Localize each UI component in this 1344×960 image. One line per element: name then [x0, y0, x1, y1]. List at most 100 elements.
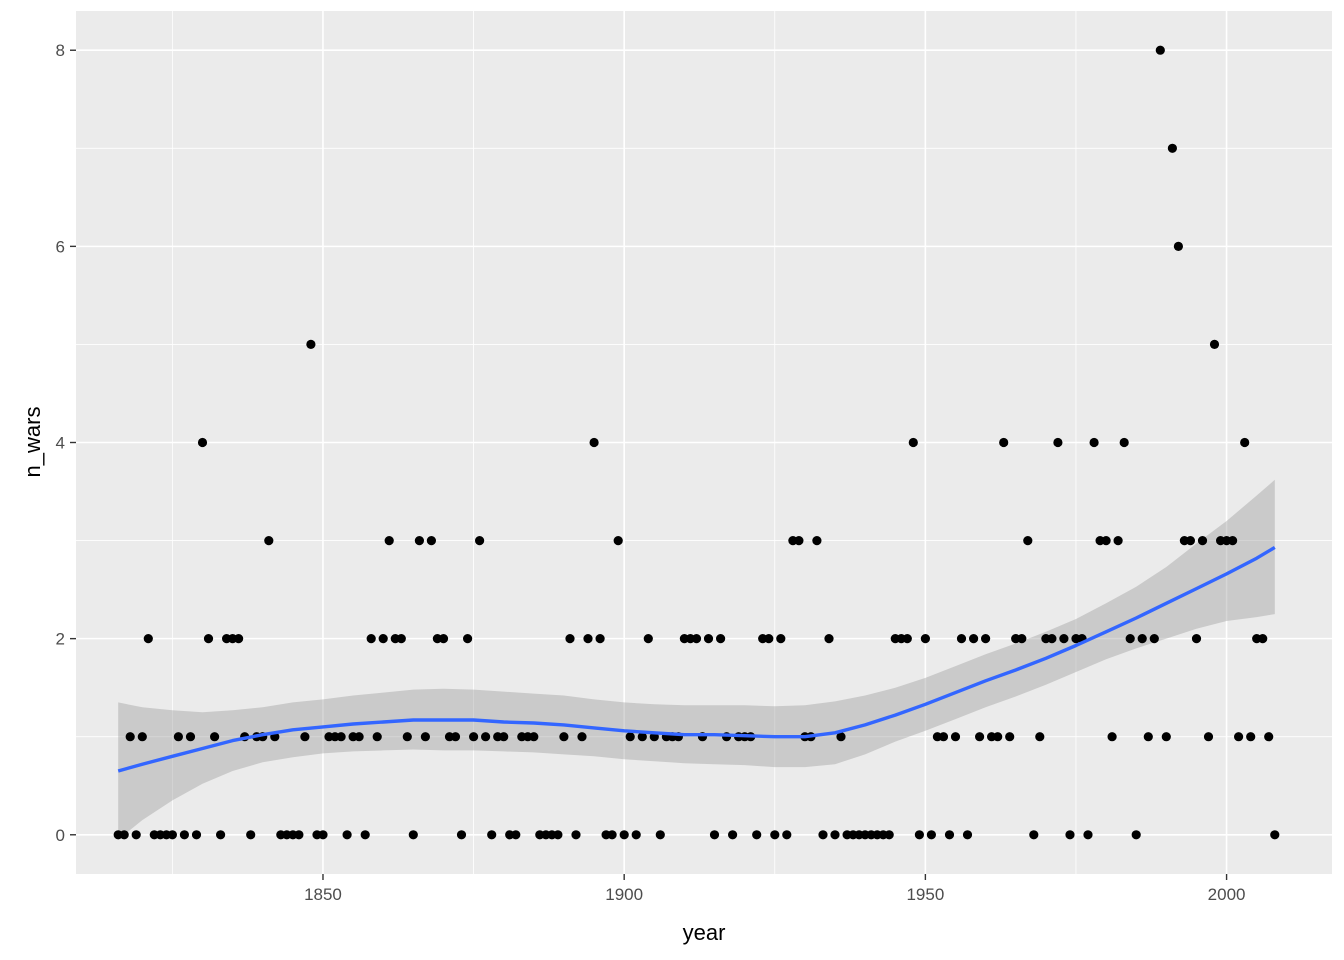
data-point — [191, 830, 202, 840]
data-point — [1161, 732, 1171, 742]
x-tick-label: 1900 — [605, 885, 643, 904]
data-point — [402, 732, 412, 742]
data-point — [619, 830, 629, 840]
data-point — [1017, 634, 1027, 644]
y-axis-title: n_wars — [20, 407, 45, 478]
data-point — [1101, 536, 1111, 546]
data-point — [655, 830, 665, 840]
data-point — [125, 732, 135, 742]
x-tick-label: 1850 — [304, 885, 342, 904]
data-point — [185, 732, 196, 742]
data-point — [167, 830, 177, 840]
data-point — [902, 634, 912, 644]
data-point — [764, 634, 774, 644]
data-point — [306, 339, 316, 349]
data-point — [607, 830, 617, 840]
data-point — [1173, 241, 1183, 251]
data-point — [812, 536, 822, 546]
data-point — [1209, 339, 1220, 349]
data-point — [1089, 437, 1099, 448]
data-point — [1005, 732, 1015, 742]
data-point — [571, 830, 581, 840]
data-point — [1137, 634, 1147, 644]
data-point — [360, 830, 370, 840]
data-point — [210, 732, 220, 742]
data-point — [1143, 732, 1153, 742]
data-point — [137, 732, 147, 742]
data-point — [414, 536, 424, 546]
data-point — [469, 732, 479, 742]
data-point — [1131, 830, 1141, 840]
data-point — [396, 634, 406, 644]
data-point — [975, 732, 985, 742]
data-point — [782, 830, 792, 840]
data-point — [625, 732, 635, 742]
data-point — [179, 830, 189, 840]
data-point — [294, 830, 304, 840]
data-point — [595, 634, 605, 644]
data-point — [384, 536, 394, 546]
data-point — [420, 732, 430, 742]
smooth-line-layer — [117, 545, 1276, 773]
data-point — [884, 830, 894, 840]
data-point — [1264, 732, 1274, 742]
data-point — [1125, 634, 1135, 644]
data-point — [956, 634, 967, 644]
data-point — [1107, 732, 1117, 742]
data-point — [511, 830, 521, 840]
data-point — [637, 732, 647, 742]
data-point — [830, 830, 840, 840]
data-point — [1197, 536, 1208, 546]
data-point — [1035, 732, 1045, 742]
data-point — [962, 830, 973, 840]
points-layer — [113, 45, 1280, 840]
data-point — [1234, 732, 1244, 742]
x-axis-title: year — [683, 920, 726, 945]
data-point — [1258, 634, 1268, 644]
data-point — [703, 634, 714, 644]
data-point — [203, 634, 214, 644]
data-point — [336, 732, 346, 742]
data-point — [583, 634, 593, 644]
data-point — [1083, 830, 1093, 840]
data-point — [1246, 732, 1256, 742]
data-point — [709, 830, 720, 840]
data-point — [1053, 437, 1063, 448]
data-point — [366, 634, 376, 644]
data-point — [950, 732, 961, 742]
data-point — [920, 634, 931, 644]
smooth-line — [117, 545, 1276, 773]
data-point — [589, 437, 599, 448]
data-point — [1167, 143, 1177, 153]
y-axis-ticks: 0 2 4 6 8 — [56, 41, 76, 845]
x-tick-label: 2000 — [1208, 885, 1246, 904]
data-point — [529, 732, 539, 742]
data-point — [463, 634, 473, 644]
data-point — [450, 732, 461, 742]
data-point — [1059, 634, 1069, 644]
data-point — [559, 732, 569, 742]
data-point — [197, 437, 208, 448]
data-point — [1185, 536, 1195, 546]
data-point — [1047, 634, 1057, 644]
data-point — [631, 830, 641, 840]
data-point — [836, 732, 846, 742]
data-point — [1191, 634, 1202, 644]
data-point — [1240, 437, 1250, 448]
data-point — [318, 830, 328, 840]
data-point — [914, 830, 925, 840]
data-point — [1029, 830, 1039, 840]
data-point — [938, 732, 949, 742]
data-point — [354, 732, 364, 742]
data-point — [475, 536, 485, 546]
data-point — [264, 536, 274, 546]
data-point — [553, 830, 563, 840]
data-point — [728, 830, 738, 840]
data-point — [456, 830, 467, 840]
data-point — [1203, 732, 1214, 742]
data-point — [1155, 45, 1165, 55]
data-point — [691, 634, 702, 644]
data-point — [643, 634, 653, 644]
data-point — [999, 437, 1009, 448]
